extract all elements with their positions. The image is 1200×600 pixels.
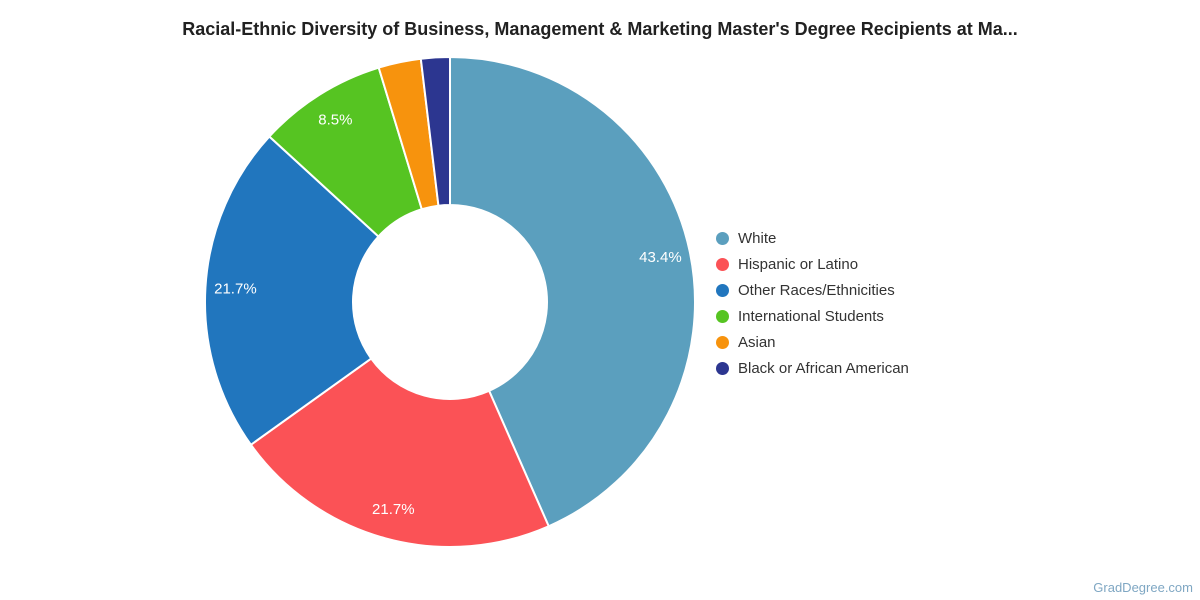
- pie-slice-black-or-african-american[interactable]: [419, 55, 451, 207]
- legend-marker-icon: [716, 283, 729, 297]
- pie-slice-other-races-ethnicities[interactable]: [204, 135, 380, 446]
- legend-item-international-students[interactable]: International Students: [716, 306, 909, 326]
- legend-item-hispanic-or-latino[interactable]: Hispanic or Latino: [716, 254, 909, 274]
- legend-item-white[interactable]: White: [716, 228, 909, 248]
- chart-title: Racial-Ethnic Diversity of Business, Man…: [182, 19, 1018, 39]
- legend-label: Hispanic or Latino: [738, 255, 859, 273]
- legend-marker-icon: [716, 257, 729, 271]
- legend-label: Other Races/Ethnicities: [738, 281, 895, 299]
- pie-slice-white[interactable]: [449, 56, 696, 528]
- legend-marker-icon: [716, 231, 729, 245]
- watermark-link[interactable]: GradDegree.com: [1093, 580, 1193, 595]
- data-label-white: 43.4%: [639, 249, 682, 266]
- legend-item-other-races-ethnicities[interactable]: Other Races/Ethnicities: [716, 280, 909, 300]
- data-label-international-students: 8.5%: [318, 112, 352, 129]
- legend-item-asian[interactable]: Asian: [716, 332, 909, 352]
- pie-slice-hispanic-or-latino[interactable]: [249, 357, 550, 548]
- legend-label: Black or African American: [738, 359, 909, 377]
- legend: White Hispanic or Latino Other Races/Ethni…: [716, 228, 909, 378]
- legend-marker-icon: [716, 335, 729, 349]
- data-label-other-races-ethnicities: 21.7%: [214, 281, 257, 298]
- legend-item-black-or-african-american[interactable]: Black or African American: [716, 358, 909, 378]
- legend-marker-icon: [716, 361, 729, 375]
- legend-marker-icon: [716, 309, 729, 323]
- legend-label: Asian: [738, 333, 776, 351]
- legend-label: White: [738, 229, 777, 247]
- legend-label: International Students: [738, 307, 884, 325]
- data-label-hispanic-or-latino: 21.7%: [372, 501, 415, 518]
